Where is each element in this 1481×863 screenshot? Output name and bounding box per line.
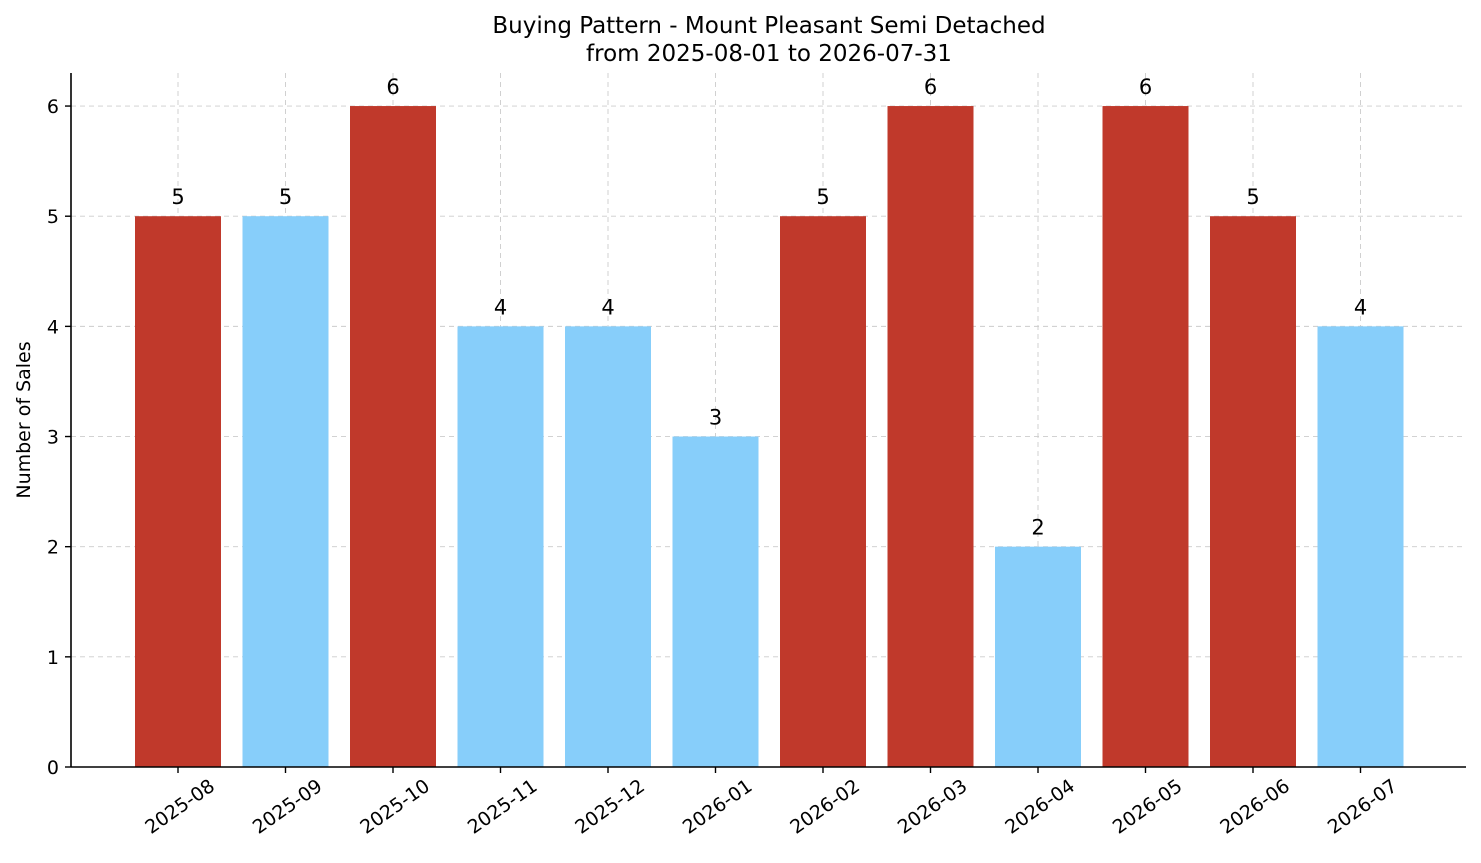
x-tick-label-2026-03: 2026-03 <box>894 775 972 839</box>
y-ticks: 0 1 2 3 4 5 6 <box>47 96 71 779</box>
x-tick-label-2026-01: 2026-01 <box>679 775 757 839</box>
bar-2026-05 <box>1102 106 1189 768</box>
data-label-2025-09: 5 <box>279 185 292 209</box>
data-label-2026-05: 6 <box>1139 75 1152 99</box>
bar-2026-06 <box>1210 216 1296 767</box>
y-tick-label: 2 <box>47 537 59 559</box>
data-label-2026-04: 2 <box>1031 516 1044 540</box>
x-tick-label-2025-11: 2025-11 <box>464 775 542 839</box>
bars <box>135 106 1404 768</box>
data-label-2026-03: 6 <box>924 75 937 99</box>
y-tick-label: 4 <box>47 316 59 338</box>
bar-2026-03 <box>887 106 974 768</box>
y-axis-label: Number of Sales <box>13 341 35 498</box>
x-tick-label-2026-02: 2026-02 <box>786 775 864 839</box>
y-tick-label: 0 <box>47 757 59 779</box>
x-ticks: 2025-08 2025-09 2025-10 2025-11 2025-12 2026-… <box>141 767 1401 839</box>
y-tick-label: 6 <box>47 96 59 118</box>
data-label-2025-08: 5 <box>171 185 184 209</box>
data-label-2026-02: 5 <box>816 185 829 209</box>
bar-2026-01 <box>672 436 759 767</box>
x-tick-label-2026-07: 2026-07 <box>1324 775 1402 839</box>
bar-2025-10 <box>350 106 436 768</box>
x-tick-label-2026-04: 2026-04 <box>1001 775 1079 839</box>
axes <box>70 73 1466 768</box>
y-tick-label: 5 <box>47 206 59 228</box>
x-tick-label-2026-06: 2026-06 <box>1216 775 1294 839</box>
x-tick-label-2025-09: 2025-09 <box>249 775 327 839</box>
bar-2026-07 <box>1317 326 1404 767</box>
bar-2025-11 <box>457 326 544 767</box>
data-label-2026-07: 4 <box>1354 295 1367 319</box>
data-label-2025-12: 4 <box>601 295 614 319</box>
x-tick-label-2026-05: 2026-05 <box>1109 775 1187 839</box>
x-tick-label-2025-10: 2025-10 <box>356 775 434 839</box>
bar-2025-09 <box>242 216 329 767</box>
x-tick-label-2025-08: 2025-08 <box>141 775 219 839</box>
chart-title: Buying Pattern - Mount Pleasant Semi Det… <box>492 13 1045 39</box>
data-label-2026-06: 5 <box>1246 185 1259 209</box>
chart-subtitle: from 2025-08-01 to 2026-07-31 <box>586 41 952 67</box>
bar-2026-02 <box>780 216 866 767</box>
data-label-2026-01: 3 <box>709 406 722 430</box>
y-tick-label: 1 <box>47 647 59 669</box>
data-label-2025-11: 4 <box>494 295 507 319</box>
x-tick-label-2025-12: 2025-12 <box>571 775 649 839</box>
bar-2025-12 <box>565 326 651 767</box>
data-label-2025-10: 6 <box>386 75 399 99</box>
data-labels: 5 5 6 4 4 3 5 6 2 6 5 4 <box>171 75 1367 540</box>
bar-2025-08 <box>135 216 221 767</box>
y-tick-label: 3 <box>47 427 59 449</box>
bar-2026-04 <box>995 546 1081 767</box>
